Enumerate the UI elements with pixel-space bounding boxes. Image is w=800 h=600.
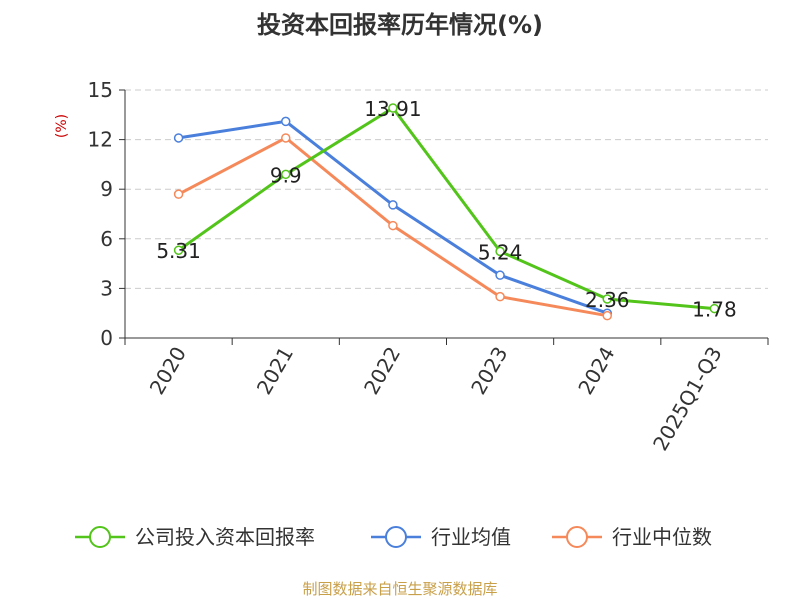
- data-label: 5.31: [156, 239, 201, 263]
- x-tick-label: 2024: [573, 343, 619, 399]
- legend-label: 行业中位数: [612, 525, 712, 549]
- data-label: 13.91: [364, 97, 421, 121]
- legend-marker: [566, 526, 588, 548]
- y-tick-label: 0: [100, 326, 113, 350]
- series-line: [177, 119, 609, 315]
- data-label: 2.36: [585, 288, 630, 312]
- data-point: [388, 103, 398, 113]
- y-tick-label: 6: [100, 227, 113, 251]
- legend-marker: [89, 526, 111, 548]
- x-tick-label: 2020: [145, 343, 191, 399]
- y-tick-label: 12: [88, 128, 113, 152]
- series-line: [177, 106, 716, 311]
- data-point: [602, 310, 612, 321]
- data-point: [602, 294, 612, 304]
- data-point: [173, 245, 184, 255]
- legend: 公司投入资本回报率 行业均值 行业中位数: [75, 525, 712, 549]
- data-point: [495, 270, 505, 280]
- series-group: [173, 103, 720, 321]
- data-label: 5.24: [478, 240, 523, 264]
- x-tick-label: 2021: [252, 343, 298, 399]
- y-tick-label: 15: [88, 78, 113, 102]
- x-tick-label: 2023: [466, 343, 512, 399]
- chart-title: 投资本回报率历年情况(%): [257, 11, 543, 39]
- source-note: 制图数据来自恒生聚源数据库: [302, 580, 497, 598]
- grid-lines: [125, 89, 768, 289]
- axes: 0 3 6 9 12 15 2020 2021 2022 2023 2024 2025Q1-Q3: [88, 78, 769, 455]
- data-point: [281, 133, 291, 143]
- legend-label: 公司投入资本回报率: [135, 525, 315, 549]
- data-point: [281, 116, 291, 127]
- data-point: [709, 303, 720, 314]
- x-tick-label: 2025Q1-Q3: [648, 343, 727, 455]
- data-point: [281, 169, 291, 180]
- data-point: [173, 189, 184, 199]
- data-label: 1.78: [692, 298, 737, 322]
- x-tick-label: 2022: [359, 343, 405, 399]
- y-axis-label: (%): [54, 114, 70, 138]
- y-tick-label: 9: [100, 177, 113, 201]
- data-labels: 5.31 9.9 13.91 5.24 2.36 1.78: [156, 97, 736, 322]
- legend-label: 行业均值: [431, 525, 511, 549]
- data-point: [388, 200, 398, 210]
- data-point: [173, 133, 184, 143]
- data-point: [495, 291, 505, 302]
- data-point: [495, 246, 505, 257]
- legend-marker: [385, 526, 407, 548]
- data-label: 9.9: [270, 163, 302, 187]
- data-point: [388, 220, 398, 231]
- y-tick-label: 3: [100, 276, 113, 300]
